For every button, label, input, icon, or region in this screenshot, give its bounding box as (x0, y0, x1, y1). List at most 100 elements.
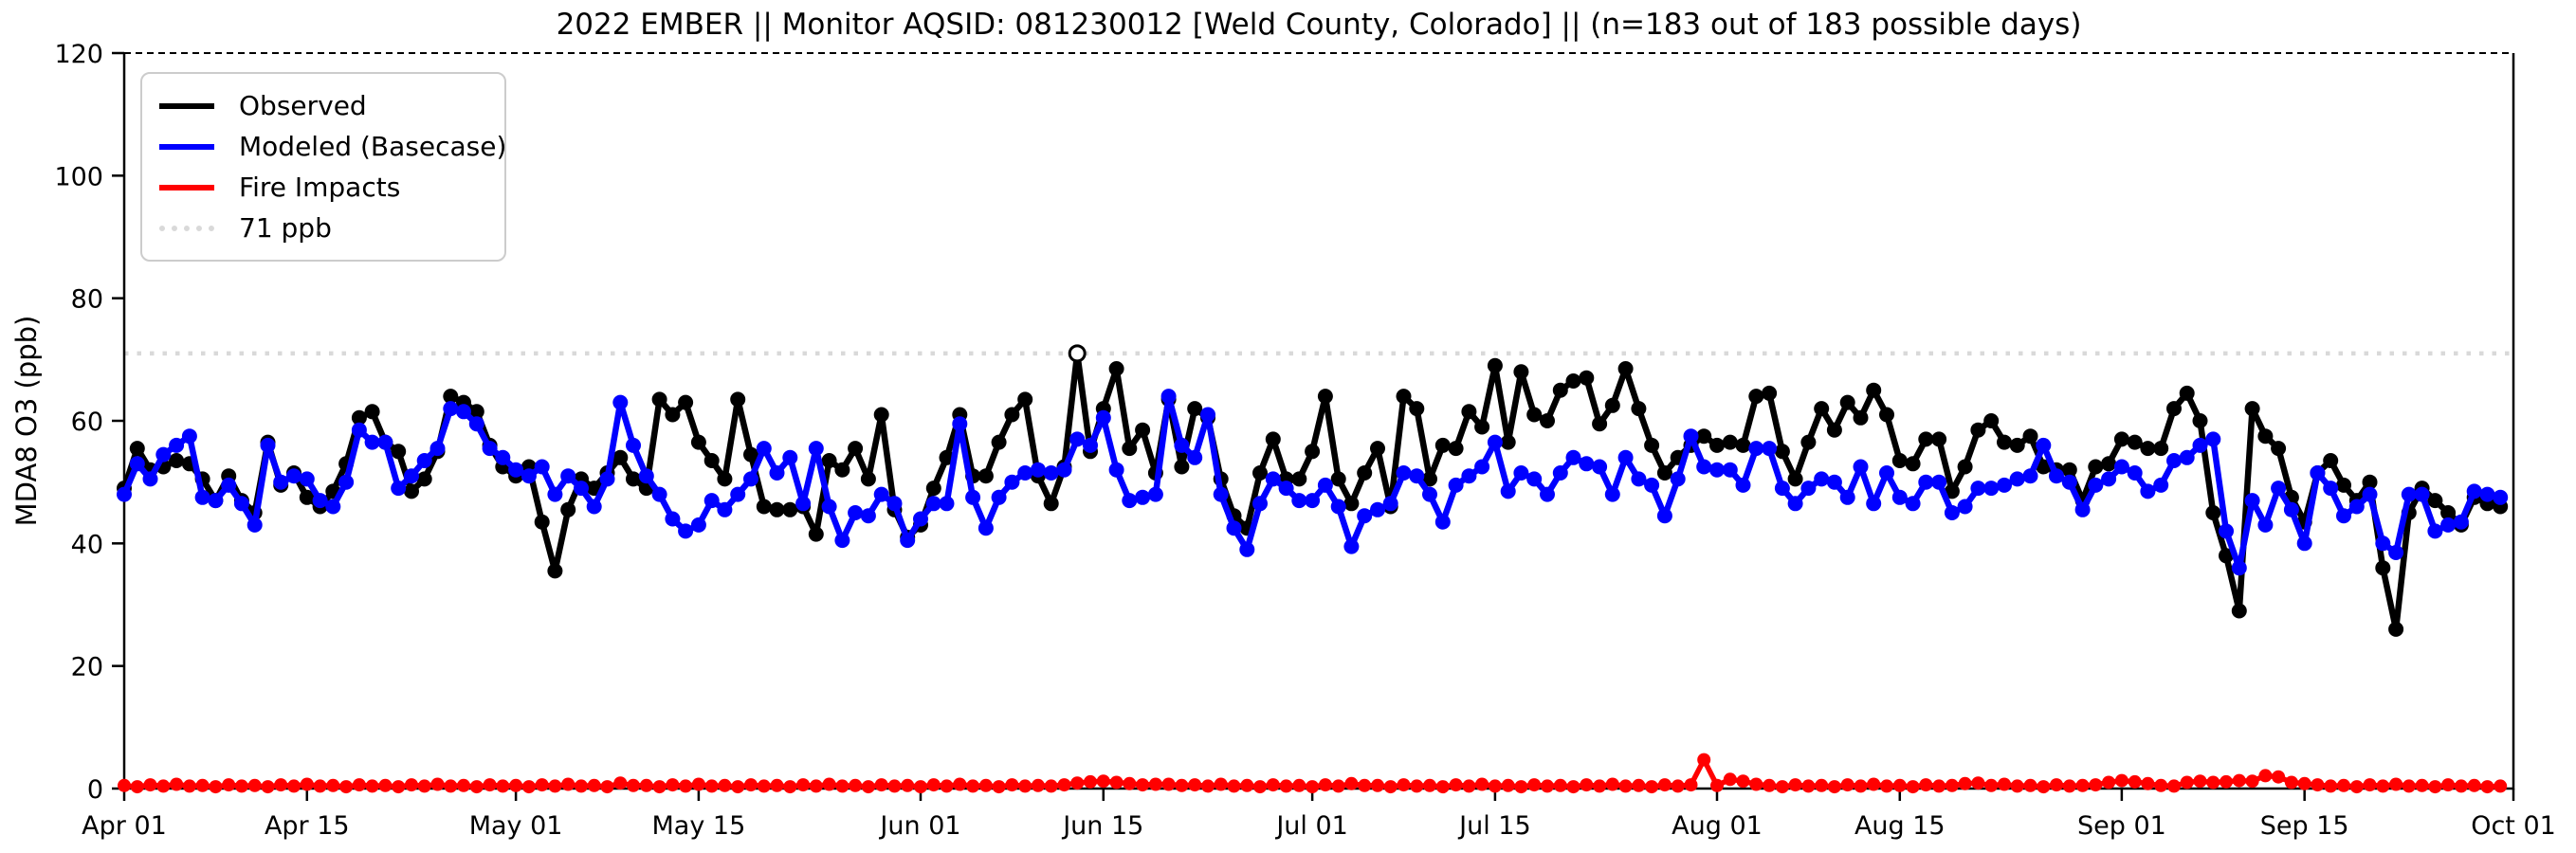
data-point (351, 422, 367, 438)
data-point (1161, 777, 1176, 791)
data-point (1330, 471, 1346, 487)
data-point (1553, 778, 1567, 792)
data-point (300, 777, 314, 791)
data-point (234, 779, 248, 793)
data-point (2336, 508, 2351, 524)
data-point (1815, 778, 1829, 792)
data-point (2479, 486, 2495, 502)
data-point (129, 441, 145, 457)
x-tick-label: Apr 15 (265, 811, 350, 841)
data-point (1527, 778, 1542, 792)
data-point (2284, 775, 2298, 789)
data-point (1396, 389, 1412, 405)
data-point (2297, 776, 2311, 790)
data-point (547, 563, 563, 579)
data-point (2140, 483, 2156, 499)
data-point (1487, 434, 1503, 450)
data-point (730, 486, 746, 502)
data-point (2205, 505, 2221, 520)
data-point (405, 778, 418, 792)
data-point (1684, 778, 1698, 792)
data-point (1697, 753, 1711, 767)
data-point (1487, 357, 1503, 373)
data-point (2075, 778, 2090, 792)
data-point (261, 780, 275, 794)
data-point (1617, 361, 1634, 376)
data-point (1330, 499, 1346, 515)
data-point (977, 468, 994, 484)
data-point (1604, 397, 1620, 413)
data-point (155, 446, 172, 463)
data-point (2166, 453, 2182, 468)
data-point (391, 444, 407, 460)
data-point (1358, 778, 1372, 792)
data-point (1226, 520, 1242, 536)
data-point (1265, 431, 1281, 447)
data-point (703, 493, 720, 509)
data-point (1434, 514, 1451, 530)
data-point (1200, 407, 1215, 423)
data-point (1592, 459, 1608, 475)
data-point (456, 404, 471, 420)
data-point (1788, 778, 1802, 792)
data-point (457, 778, 470, 792)
data-point (1775, 780, 1789, 794)
data-point (626, 471, 641, 487)
data-point (678, 394, 694, 410)
data-point (1148, 777, 1162, 791)
x-tick-label: Sep 01 (2077, 811, 2166, 841)
data-point (1122, 441, 1138, 457)
data-point (718, 778, 732, 792)
data-point (1423, 778, 1436, 792)
data-point (809, 779, 823, 793)
data-point (2180, 775, 2194, 789)
data-point (1683, 428, 1699, 445)
data-point (2009, 437, 2025, 453)
data-point (482, 441, 498, 457)
data-point (783, 780, 797, 794)
data-point (221, 477, 237, 493)
data-point (429, 441, 446, 457)
data-point (1787, 471, 1803, 487)
data-point (1552, 465, 1568, 481)
data-point (769, 501, 785, 517)
data-point (1671, 779, 1685, 793)
data-point (612, 394, 629, 410)
data-point (1370, 501, 1385, 517)
data-point (782, 449, 798, 465)
data-point (1722, 462, 1738, 478)
data-point (1541, 779, 1554, 793)
data-point (1227, 779, 1241, 793)
data-point (1475, 777, 1489, 791)
data-point (1513, 465, 1529, 481)
data-point (508, 462, 524, 478)
data-point (1422, 471, 1437, 487)
data-point (782, 501, 798, 517)
data-point (392, 780, 406, 794)
data-point (2219, 548, 2234, 564)
data-point (416, 453, 432, 468)
chart-title: 2022 EMBER || Monitor AQSID: 081230012 [… (556, 8, 2082, 42)
data-point (326, 778, 340, 792)
data-point (1291, 471, 1307, 487)
data-point (1748, 389, 1764, 405)
data-point (444, 779, 458, 793)
data-point (560, 501, 576, 517)
data-point (1317, 477, 1333, 493)
data-point (2049, 468, 2064, 484)
data-point (627, 778, 640, 792)
data-point (1068, 344, 1087, 363)
data-point (1592, 416, 1608, 432)
data-point (1434, 437, 1451, 453)
data-point (1526, 407, 1543, 423)
data-point (1722, 434, 1738, 450)
y-tick-label: 40 (71, 530, 103, 559)
y-tick-label: 60 (71, 408, 103, 437)
data-point (169, 437, 185, 453)
data-point (1839, 489, 1855, 505)
data-point (1879, 465, 1894, 481)
data-point (1723, 772, 1737, 787)
x-tick-label: Jun 15 (1061, 811, 1143, 841)
data-point (534, 459, 550, 475)
data-point (1396, 465, 1412, 481)
